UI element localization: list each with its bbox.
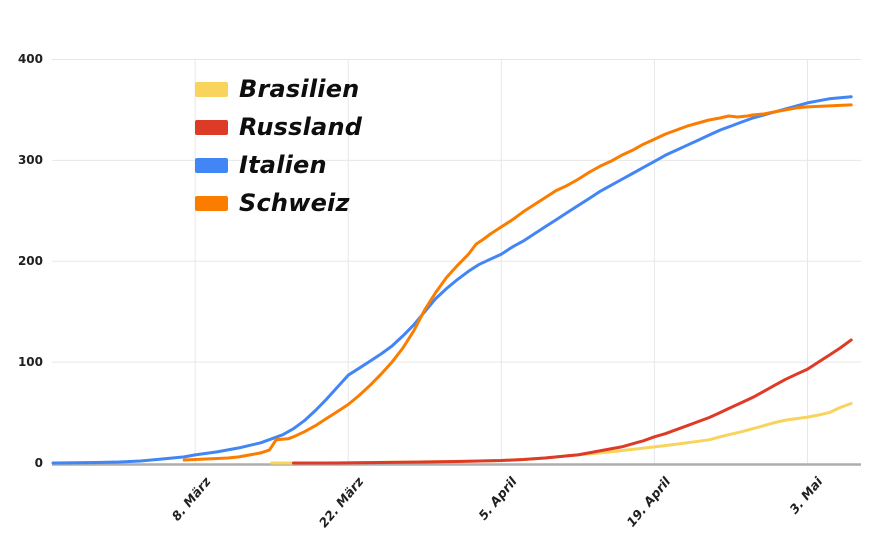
legend-item-russland: Russland xyxy=(195,108,362,146)
series-line-brasilien xyxy=(270,402,853,465)
series-line-schweiz xyxy=(182,103,853,462)
y-tick-label: 300 xyxy=(17,153,43,168)
legend-item-schweiz: Schweiz xyxy=(195,184,362,222)
legend-label: Schweiz xyxy=(239,189,350,217)
legend-label: Russland xyxy=(239,113,363,141)
legend-item-brasilien: Brasilien xyxy=(195,70,362,108)
legend-item-italien: Italien xyxy=(195,146,362,184)
legend-swatch-italien xyxy=(195,157,228,173)
legend: Brasilien Russland Italien Schweiz xyxy=(195,70,362,222)
y-tick-label: 0 xyxy=(34,456,43,470)
legend-label: Brasilien xyxy=(239,75,360,103)
legend-swatch-russland xyxy=(195,119,228,135)
y-tick-label: 100 xyxy=(17,355,43,370)
series-line-italien xyxy=(51,95,853,465)
legend-swatch-schweiz xyxy=(195,195,228,211)
legend-swatch-brasilien xyxy=(195,81,228,97)
legend-label: Italien xyxy=(239,151,327,179)
series-line-russland xyxy=(292,338,853,465)
y-tick-label: 400 xyxy=(17,52,43,67)
y-tick-label: 200 xyxy=(17,254,43,269)
